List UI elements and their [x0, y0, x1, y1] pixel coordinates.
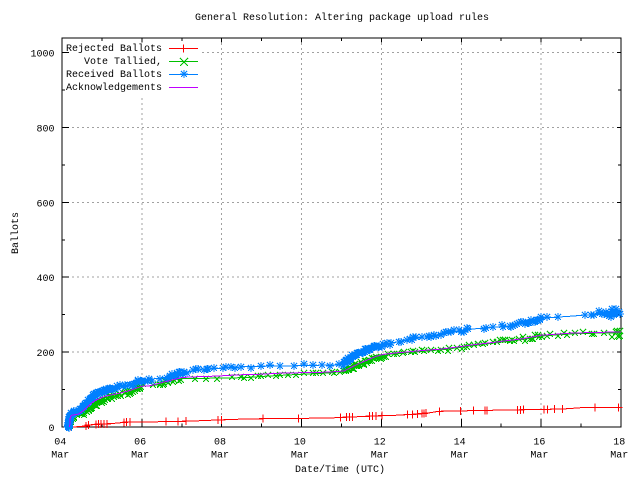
svg-text:800: 800 [36, 124, 54, 135]
svg-text:Vote Tallied,: Vote Tallied, [84, 56, 162, 68]
svg-text:Mar: Mar [291, 451, 309, 462]
svg-text:16: 16 [533, 438, 545, 449]
svg-text:Date/Time (UTC): Date/Time (UTC) [295, 464, 385, 476]
svg-text:Mar: Mar [610, 451, 628, 462]
svg-text:Ballots: Ballots [10, 212, 22, 254]
svg-text:Mar: Mar [530, 451, 548, 462]
svg-text:1000: 1000 [30, 50, 54, 61]
svg-text:12: 12 [374, 438, 386, 449]
svg-text:08: 08 [214, 438, 226, 449]
svg-text:Mar: Mar [371, 451, 389, 462]
svg-text:Mar: Mar [451, 451, 469, 462]
svg-text:10: 10 [294, 438, 306, 449]
svg-text:06: 06 [134, 438, 146, 449]
svg-text:04: 04 [54, 438, 66, 449]
svg-text:Mar: Mar [211, 451, 229, 462]
svg-text:0: 0 [48, 424, 54, 435]
svg-text:Rejected Ballots: Rejected Ballots [66, 43, 162, 55]
svg-text:General Resolution: Altering p: General Resolution: Altering package upl… [195, 12, 489, 24]
svg-text:14: 14 [454, 438, 466, 449]
svg-text:200: 200 [36, 349, 54, 360]
svg-text:Received Ballots: Received Ballots [66, 69, 162, 81]
svg-text:600: 600 [36, 199, 54, 210]
svg-text:400: 400 [36, 274, 54, 285]
svg-text:Mar: Mar [51, 451, 69, 462]
svg-text:Acknowledgements: Acknowledgements [66, 82, 162, 94]
svg-text:18: 18 [613, 438, 625, 449]
svg-text:Mar: Mar [131, 451, 149, 462]
